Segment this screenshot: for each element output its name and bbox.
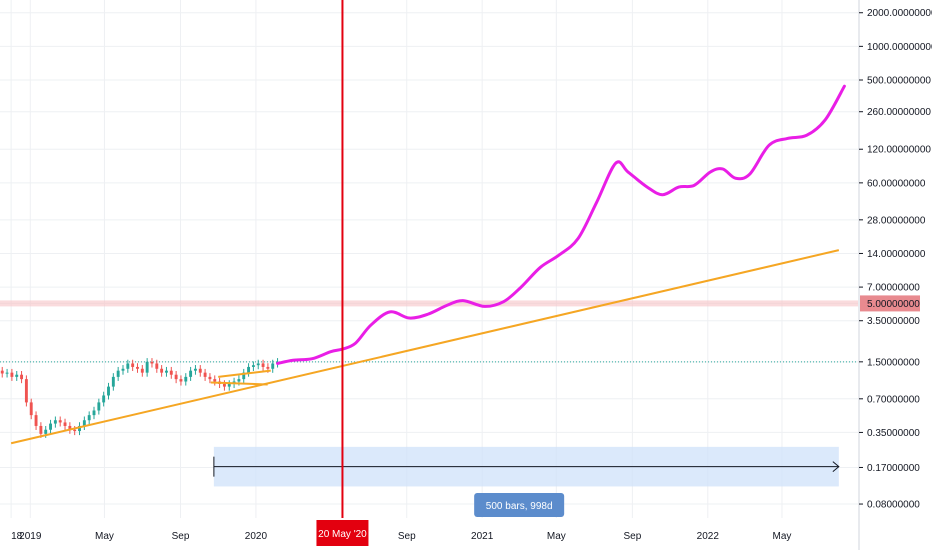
trendline[interactable] (10, 249, 840, 445)
range-label-badge (474, 493, 565, 517)
y-tick-label: 14.00000000 (867, 249, 926, 260)
candle-body (116, 370, 120, 377)
y-tick-label: 7.00000000 (867, 283, 920, 294)
candle-body (15, 374, 19, 377)
forecast-curve[interactable] (276, 84, 846, 365)
y-tick-label: 0.35000000 (867, 428, 920, 439)
candle-body (174, 374, 178, 380)
candle-body (39, 425, 43, 434)
candle-body (198, 368, 202, 373)
candle-body (256, 363, 260, 366)
candle-body (261, 363, 265, 367)
candle-body (150, 361, 154, 364)
y-tick-label: 120.00000000 (867, 145, 931, 156)
range-label: 500 bars, 998d (486, 501, 553, 512)
x-tick-label: 18 (11, 531, 23, 542)
candle-body (126, 363, 130, 369)
candle-body (82, 420, 86, 426)
y-tick-label: 0.08000000 (867, 500, 920, 511)
x-tick-label: Sep (172, 531, 190, 542)
candle-body (92, 410, 96, 416)
x-tick-label: May (773, 531, 792, 542)
x-tick-label: 2019 (19, 531, 42, 542)
candle-body (227, 383, 231, 387)
y-tick-label: 60.00000000 (867, 178, 926, 189)
orange-mini-trendlines (210, 369, 271, 386)
candle-body (53, 420, 57, 424)
crosshair-date-label: 20 May '20 (318, 529, 367, 540)
x-tick-label: 2020 (245, 531, 268, 542)
candle-body (136, 366, 139, 369)
x-tick-label: Sep (398, 531, 416, 542)
candle-body (78, 425, 81, 432)
candle-body (140, 368, 144, 373)
resistance-band (0, 300, 858, 307)
candle-body (111, 376, 115, 387)
candle-body (121, 368, 125, 371)
candle-body (155, 363, 159, 369)
y-tick-label: 500.00000000 (867, 75, 931, 86)
y-tick-label: 3.50000000 (867, 316, 920, 327)
y-tick-label: 2000.00000000 (867, 8, 932, 19)
candle-body (0, 370, 4, 374)
candle-body (266, 366, 270, 369)
crosshair-date-badge (316, 520, 369, 546)
candle-body (160, 368, 164, 373)
candle-body (247, 366, 251, 373)
candle-body (165, 370, 168, 373)
x-tick-label: 2022 (697, 531, 720, 542)
x-tick-label: Sep (623, 531, 641, 542)
candle-body (44, 429, 48, 434)
candle-body (242, 372, 246, 380)
candle-body (169, 370, 173, 375)
y-tick-label: 0.17000000 (867, 463, 920, 474)
price-highlight-label: 5.00000000 (867, 299, 920, 310)
candle-body (203, 372, 207, 377)
y-tick-label: 28.00000000 (867, 215, 926, 226)
candle-body (68, 425, 72, 430)
candle-body (24, 379, 28, 403)
y-tick-label: 1.50000000 (867, 357, 920, 368)
candle-body (29, 402, 33, 416)
candle-body (213, 379, 217, 382)
candle-body (10, 372, 14, 377)
candle-body (87, 415, 91, 421)
candle-body (251, 365, 255, 367)
candle-body (189, 370, 193, 377)
candle-body (184, 376, 188, 382)
y-tick-label: 0.70000000 (867, 394, 920, 405)
candle-body (63, 422, 67, 426)
candle-body (49, 423, 52, 430)
candle-body (222, 383, 226, 387)
candle-body (58, 420, 62, 423)
x-tick-label: May (547, 531, 566, 542)
candle-body (5, 372, 9, 374)
candle-body (102, 395, 106, 403)
x-tick-label: May (95, 531, 114, 542)
candle-body (237, 379, 241, 382)
candle-body (131, 363, 135, 367)
candle-body (73, 429, 77, 432)
candle-body (179, 379, 183, 382)
candle-body (20, 374, 24, 380)
candle-body (145, 361, 149, 373)
price-highlight-badge (860, 295, 920, 312)
y-tick-label: 260.00000000 (867, 107, 931, 118)
y-tick-label: 1000.00000000 (867, 42, 932, 53)
candle-body (34, 415, 38, 426)
candle-body (208, 376, 212, 380)
candle-body (271, 363, 275, 369)
candle-body (97, 402, 101, 411)
candlestick-series (0, 358, 280, 438)
candle-body (193, 368, 197, 371)
x-tick-label: 2021 (471, 531, 494, 542)
candle-body (107, 386, 110, 396)
mini-trendline (218, 369, 271, 378)
date-range-arrowhead (832, 461, 840, 473)
mini-trendline (210, 381, 268, 386)
price-axis[interactable]: 2000.00000000 1000.00000000 500.00000000 26… (859, 8, 932, 511)
